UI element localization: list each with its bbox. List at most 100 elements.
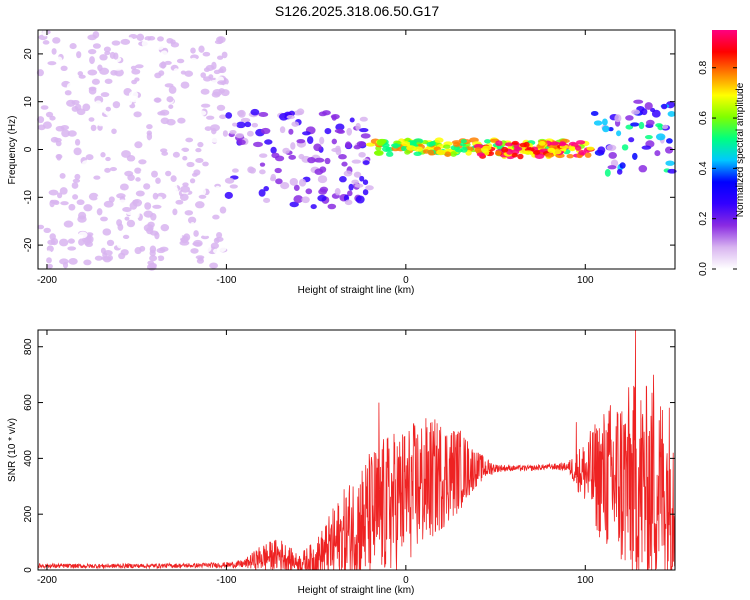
spectrogram-x-tick-label: 0 bbox=[403, 275, 409, 286]
spectrogram-cell bbox=[290, 142, 296, 150]
spectrogram-cell bbox=[301, 196, 310, 204]
spectrogram-cell bbox=[377, 138, 387, 143]
spectrogram-x-tick-label: -100 bbox=[216, 275, 236, 286]
spectrogram-cell bbox=[194, 201, 205, 209]
spectrogram-cell bbox=[147, 36, 156, 41]
spectrogram-cell bbox=[73, 33, 82, 40]
spectrogram-cell bbox=[210, 80, 219, 85]
spectrogram-cell bbox=[200, 235, 210, 240]
spectrogram-cell bbox=[545, 152, 555, 158]
spectrogram-cell bbox=[49, 199, 59, 204]
spectrogram-cell bbox=[57, 220, 64, 228]
spectrogram-cell bbox=[427, 149, 435, 156]
spectrogram-cell bbox=[259, 153, 268, 158]
spectrogram-cell bbox=[136, 33, 145, 41]
spectrogram-cell bbox=[202, 51, 211, 57]
spectrogram-cell bbox=[67, 238, 75, 244]
spectrogram-cell bbox=[213, 237, 220, 244]
spectrogram-cell bbox=[351, 159, 362, 164]
spectrogram-cell bbox=[654, 150, 661, 157]
spectrogram-cell bbox=[179, 193, 189, 201]
spectrogram-cell bbox=[64, 90, 72, 96]
spectrogram-cell bbox=[355, 195, 365, 204]
spectrogram-cell bbox=[616, 130, 622, 137]
spectrogram-cell bbox=[157, 255, 165, 262]
spectrogram-cell bbox=[88, 117, 95, 122]
snr-frame bbox=[37, 329, 676, 571]
spectrogram-cell bbox=[353, 145, 361, 150]
spectrogram-cell bbox=[200, 88, 210, 95]
spectrogram-cell bbox=[523, 141, 530, 148]
spectrogram-x-tick-label: 100 bbox=[577, 275, 594, 286]
spectrogram-cell bbox=[144, 202, 152, 210]
spectrogram-cell bbox=[52, 37, 61, 44]
spectrogram-cell bbox=[154, 72, 162, 79]
spectrogram-cell bbox=[111, 40, 121, 46]
spectrogram-cell bbox=[608, 126, 614, 132]
spectrogram-cell bbox=[49, 115, 56, 121]
spectrogram-cell bbox=[101, 176, 109, 182]
spectrogram-cell bbox=[434, 137, 444, 143]
spectrogram-cell bbox=[155, 42, 165, 50]
spectrogram-cell bbox=[307, 156, 316, 164]
spectrogram-cell bbox=[134, 247, 142, 255]
spectrogram-cell bbox=[421, 139, 429, 145]
spectrogram-cell bbox=[179, 212, 185, 218]
spectrogram-cell bbox=[314, 157, 325, 163]
spectrogram-cell bbox=[41, 57, 50, 64]
spectrogram-cell bbox=[538, 141, 546, 146]
spectrogram-cell bbox=[216, 232, 223, 239]
spectrogram-cell bbox=[156, 247, 166, 254]
spectrogram-cell bbox=[632, 152, 638, 160]
spectrogram-cell bbox=[444, 151, 452, 158]
snr-y-tick-label: 400 bbox=[23, 450, 34, 467]
snr-x-tick-label: -100 bbox=[216, 575, 236, 586]
spectrogram-cell bbox=[94, 100, 103, 109]
spectrogram-cell bbox=[180, 70, 187, 75]
spectrogram-cell bbox=[338, 154, 347, 160]
spectrogram-cell bbox=[72, 178, 81, 183]
spectrogram-cell bbox=[667, 168, 677, 174]
spectrogram-cell bbox=[172, 183, 178, 191]
spectrogram-cell bbox=[247, 166, 255, 174]
spectrogram-cell bbox=[260, 127, 271, 135]
spectrogram-cell bbox=[280, 181, 290, 190]
spectrogram-cell bbox=[224, 177, 235, 184]
spectrogram-cell bbox=[37, 116, 45, 124]
spectrogram-cell bbox=[68, 258, 78, 265]
spectrogram-cell bbox=[116, 240, 124, 249]
spectrogram-cell bbox=[275, 178, 283, 185]
spectrogram-cell bbox=[641, 108, 648, 116]
spectrogram-cell bbox=[310, 204, 317, 210]
snr-y-tick-label: 200 bbox=[23, 505, 34, 522]
spectrogram-cell bbox=[71, 182, 79, 189]
spectrogram-cell bbox=[460, 138, 467, 144]
spectrogram-cell bbox=[288, 128, 294, 135]
spectrogram-cell bbox=[100, 216, 108, 222]
spectrogram-cell bbox=[460, 146, 468, 153]
spectrogram-cell bbox=[164, 186, 174, 194]
spectrogram-cell bbox=[159, 62, 167, 69]
spectrogram-cell bbox=[476, 152, 485, 157]
spectrogram-cell bbox=[41, 138, 47, 144]
spectrogram-cell bbox=[343, 170, 353, 177]
spectrogram-cell bbox=[201, 229, 210, 237]
spectrogram-cell bbox=[183, 201, 194, 209]
spectrogram-cell bbox=[331, 114, 337, 121]
spectrogram-cell bbox=[103, 46, 111, 53]
spectrogram-cell bbox=[511, 152, 518, 158]
spectrogram-cell bbox=[76, 51, 82, 59]
spectrogram-cell bbox=[65, 50, 76, 58]
spectrogram-cell bbox=[288, 154, 297, 160]
snr-line bbox=[37, 329, 676, 571]
spectrogram-cell bbox=[155, 177, 161, 184]
spectrogram-cell bbox=[191, 36, 197, 43]
spectrogram-cell bbox=[222, 130, 228, 137]
spectrogram-cell bbox=[186, 161, 195, 168]
spectrogram-cell bbox=[140, 101, 151, 106]
spectrogram-cell bbox=[225, 112, 233, 119]
spectrogram-cell bbox=[86, 166, 96, 173]
spectrogram-cell bbox=[56, 208, 66, 213]
spectrogram-cell bbox=[76, 199, 85, 206]
snr-x-tick-label: 100 bbox=[577, 575, 594, 586]
